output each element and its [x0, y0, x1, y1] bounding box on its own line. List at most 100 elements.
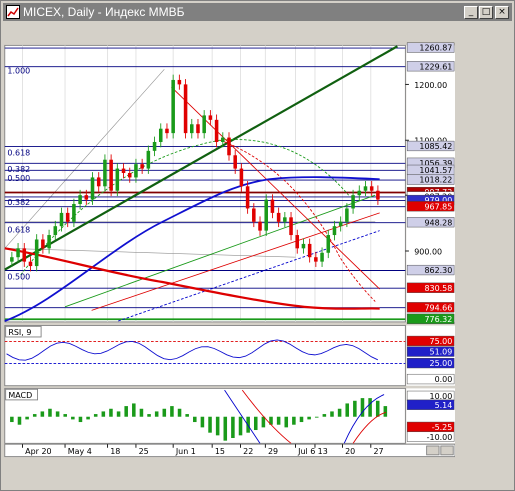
macd-level-label: 5.14	[435, 401, 453, 410]
fib-label: 0.382	[7, 198, 30, 207]
macd-histogram-bar	[200, 416, 205, 428]
price-candle	[307, 243, 312, 258]
macd-histogram-bar	[337, 408, 342, 417]
time-axis-label: Jun 1	[175, 447, 196, 456]
price-candle	[22, 248, 27, 262]
macd-histogram-bar	[63, 414, 67, 417]
price-candle	[65, 212, 70, 222]
macd-histogram-bar	[330, 411, 334, 417]
macd-histogram-bar	[360, 398, 365, 417]
price-candle	[47, 235, 51, 249]
price-candle	[53, 226, 58, 236]
macd-histogram-bar	[368, 398, 372, 417]
price-candle	[96, 177, 101, 187]
macd-histogram-bar	[292, 416, 296, 425]
price-candle	[283, 217, 287, 222]
price-candle	[34, 239, 39, 267]
macd-histogram-bar	[375, 400, 380, 417]
price-candle	[338, 221, 343, 227]
macd-histogram-bar	[223, 416, 228, 441]
macd-histogram-bar	[284, 416, 289, 428]
price-level-label: 830.58	[424, 284, 452, 293]
macd-histogram-bar	[253, 416, 258, 431]
price-candle	[134, 164, 138, 178]
macd-level-label: 10.00	[430, 392, 453, 401]
price-level-label: 948.28	[424, 218, 452, 227]
macd-histogram-bar	[25, 416, 29, 420]
price-candle	[158, 128, 163, 142]
title-bar[interactable]: MICEX, Daily - Индекс ММВБ _ □ ×	[3, 3, 512, 21]
price-candle	[301, 243, 306, 249]
price-candle	[109, 159, 113, 191]
price-candle	[214, 119, 219, 142]
macd-histogram-bar	[109, 408, 113, 417]
macd-histogram-bar	[32, 414, 37, 417]
macd-histogram-bar	[345, 403, 350, 417]
time-axis-label: 20	[345, 447, 355, 456]
price-axis-tick: 900.00	[414, 248, 442, 257]
price-candle	[72, 204, 76, 222]
macd-histogram-bar	[269, 416, 273, 425]
price-candle	[190, 124, 194, 134]
close-button[interactable]: ×	[495, 6, 509, 19]
price-candle	[221, 137, 225, 142]
macd-histogram-bar	[383, 406, 388, 417]
time-axis-label: 25	[139, 447, 149, 456]
time-axis-label: 18	[110, 447, 120, 456]
price-candle	[369, 186, 374, 191]
macd-histogram-bar	[154, 411, 159, 417]
macd-panel[interactable]: MACD 10.005.14 -5.25-10.00	[4, 387, 455, 444]
time-axis-label: May 4	[68, 447, 92, 456]
price-candle	[245, 186, 250, 209]
time-axis-label: Jul 6	[297, 447, 315, 456]
price-candle	[202, 115, 206, 134]
price-candle	[59, 212, 64, 227]
price-candle	[270, 199, 275, 213]
fib-label: 1.000	[7, 67, 30, 76]
time-axis-label: 22	[243, 447, 253, 456]
price-candle	[146, 150, 151, 169]
macd-histogram-bar	[78, 416, 83, 423]
price-candle	[41, 239, 45, 249]
zoom-in-button[interactable]	[440, 445, 454, 456]
time-axis: Apr 20 May 4 18 25 Jun 1 15 22 29 Jul 6 13 20 27	[4, 443, 455, 458]
fib-label: 0.618	[7, 148, 30, 157]
price-candle	[152, 141, 157, 151]
price-level-label: 1056.39	[419, 159, 452, 168]
macd-histogram-bar	[162, 408, 167, 417]
price-candle	[78, 195, 82, 205]
macd-histogram-bar	[86, 416, 90, 420]
zoom-out-button[interactable]	[426, 445, 440, 456]
price-level-label: 1260.87	[419, 44, 452, 53]
rsi-panel[interactable]: RSI, 9 75.00 51.09 25.00 0.00	[4, 325, 455, 387]
maximize-button[interactable]: □	[479, 6, 493, 19]
price-level-label: 979.00	[424, 196, 452, 205]
fib-label: 0.500	[7, 272, 30, 281]
macd-histogram-bar	[170, 406, 174, 417]
rsi-title: RSI, 9	[8, 328, 31, 337]
price-level-label: 1085.42	[419, 142, 452, 151]
window-title: MICEX, Daily - Индекс ММВБ	[23, 5, 185, 19]
price-candle	[295, 235, 300, 249]
price-candle	[351, 195, 355, 209]
rsi-level-label: 0.00	[435, 375, 453, 384]
price-level-label: 1041.57	[419, 166, 452, 175]
price-candle	[177, 79, 182, 85]
price-level-label: 967.85	[424, 202, 452, 211]
macd-histogram-bar	[40, 411, 45, 417]
macd-histogram-bar	[238, 416, 243, 436]
price-candle	[314, 257, 318, 262]
macd-title: MACD	[8, 391, 32, 400]
time-axis-label: 29	[268, 447, 278, 456]
price-candle	[90, 177, 95, 200]
price-candle	[208, 115, 213, 120]
macd-histogram-bar	[307, 416, 311, 420]
minimize-button[interactable]: _	[464, 6, 478, 19]
price-candle	[357, 190, 362, 196]
price-candle	[276, 212, 281, 222]
price-candle	[289, 217, 293, 236]
macd-histogram-bar	[215, 416, 220, 436]
price-candle	[376, 190, 380, 200]
